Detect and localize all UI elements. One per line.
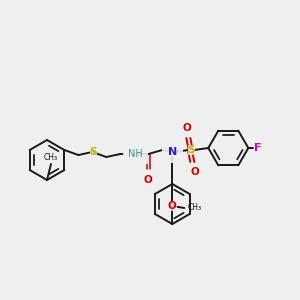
Text: CH₃: CH₃ <box>187 203 201 212</box>
Text: O: O <box>168 201 177 211</box>
Text: F: F <box>254 143 262 153</box>
Text: O: O <box>191 167 200 177</box>
Text: S: S <box>188 145 195 155</box>
Text: CH₃: CH₃ <box>44 153 58 162</box>
Text: N: N <box>168 147 177 157</box>
Text: O: O <box>144 175 153 185</box>
Text: S: S <box>90 147 97 157</box>
Text: NH: NH <box>128 149 143 159</box>
Text: O: O <box>183 123 192 133</box>
